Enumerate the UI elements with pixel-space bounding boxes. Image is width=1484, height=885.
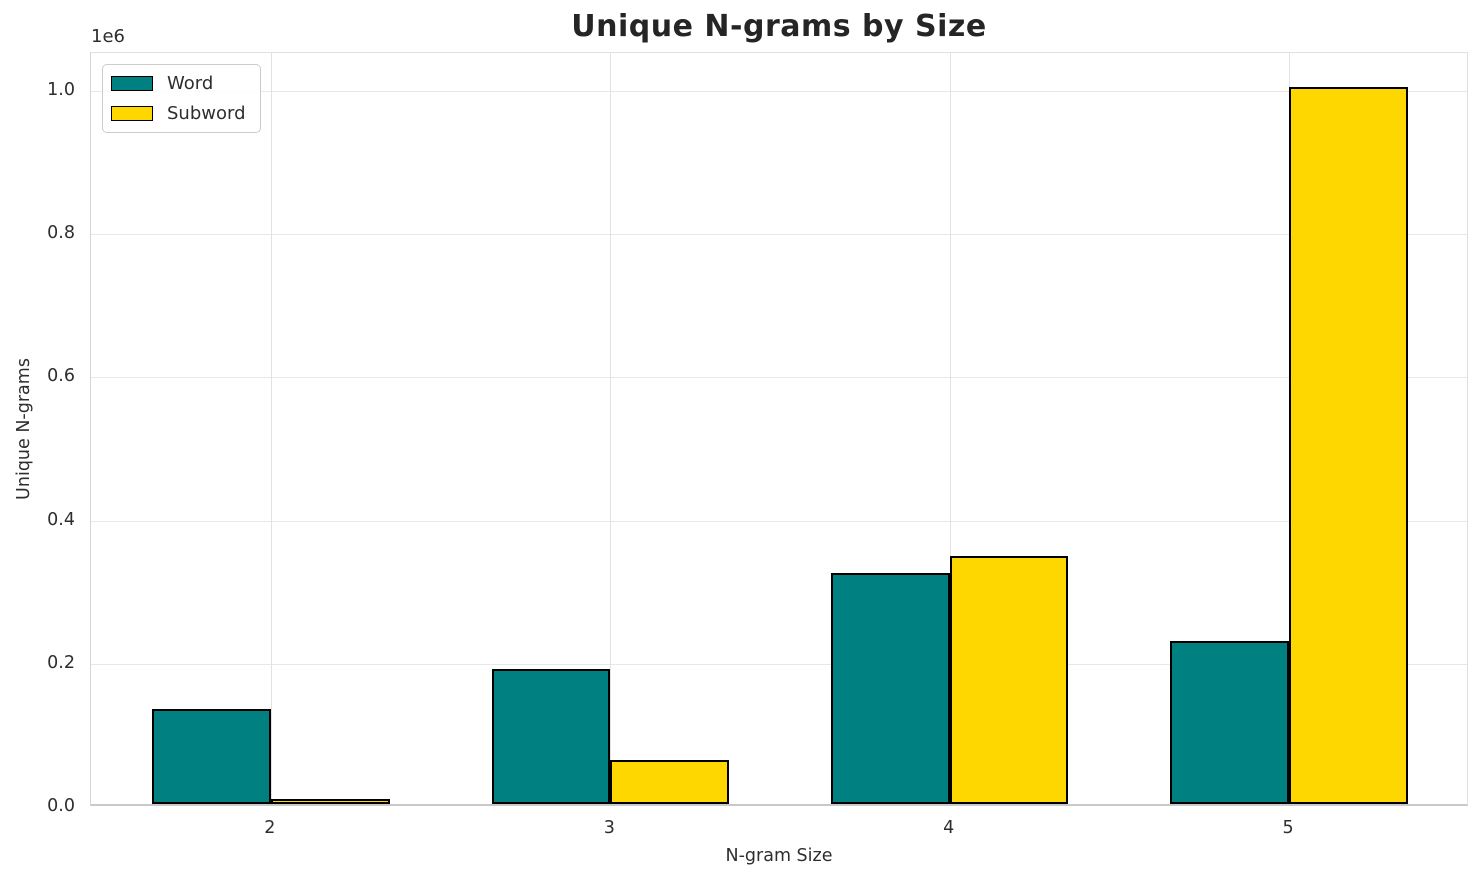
y-tick-label-0.4: 0.4 [47,509,75,530]
plot-area [90,52,1468,806]
bar-subword-5 [1289,86,1408,804]
y-tick-label-1.0: 1.0 [47,79,75,100]
bar-subword-4 [949,556,1069,804]
bar-word-5 [1170,640,1290,804]
bar-subword-3 [610,759,730,804]
x-tick-label-3: 3 [603,818,615,838]
x-tick-label-5: 5 [1282,818,1294,838]
bar-subword-2 [270,798,390,804]
legend-item-word: Word [111,73,246,94]
y-tick-label-0.6: 0.6 [47,366,75,387]
x-tick-label-4: 4 [943,818,955,838]
x-tick-label-2: 2 [264,818,276,838]
y-gridline-0.2 [91,663,1467,665]
y-tick-label-0.0: 0.0 [47,796,75,816]
legend: Word Subword [102,64,261,133]
subword-series-swatch [111,106,153,121]
legend-label-subword: Subword [167,103,246,124]
x-gridline-3 [610,53,612,804]
legend-label-word: Word [167,73,214,94]
x-gridline-2 [270,53,272,804]
word-series-swatch [111,76,153,91]
y-gridline-1.0 [91,90,1467,92]
y-gridline-0.4 [91,520,1467,522]
y-gridline-0.8 [91,234,1467,236]
legend-item-subword: Subword [111,103,246,124]
y-axis-offset-text: 1e6 [91,26,125,47]
x-axis-label: N-gram Size [725,846,833,866]
bar-word-3 [491,669,611,804]
bar-word-2 [152,708,271,804]
bar-word-4 [830,573,950,804]
chart-title: Unique N-grams by Size [571,9,987,44]
y-gridline-0.6 [91,377,1467,379]
y-tick-label-0.2: 0.2 [47,652,75,673]
x-gridline-4 [949,53,951,804]
y-tick-label-0.8: 0.8 [47,223,75,244]
